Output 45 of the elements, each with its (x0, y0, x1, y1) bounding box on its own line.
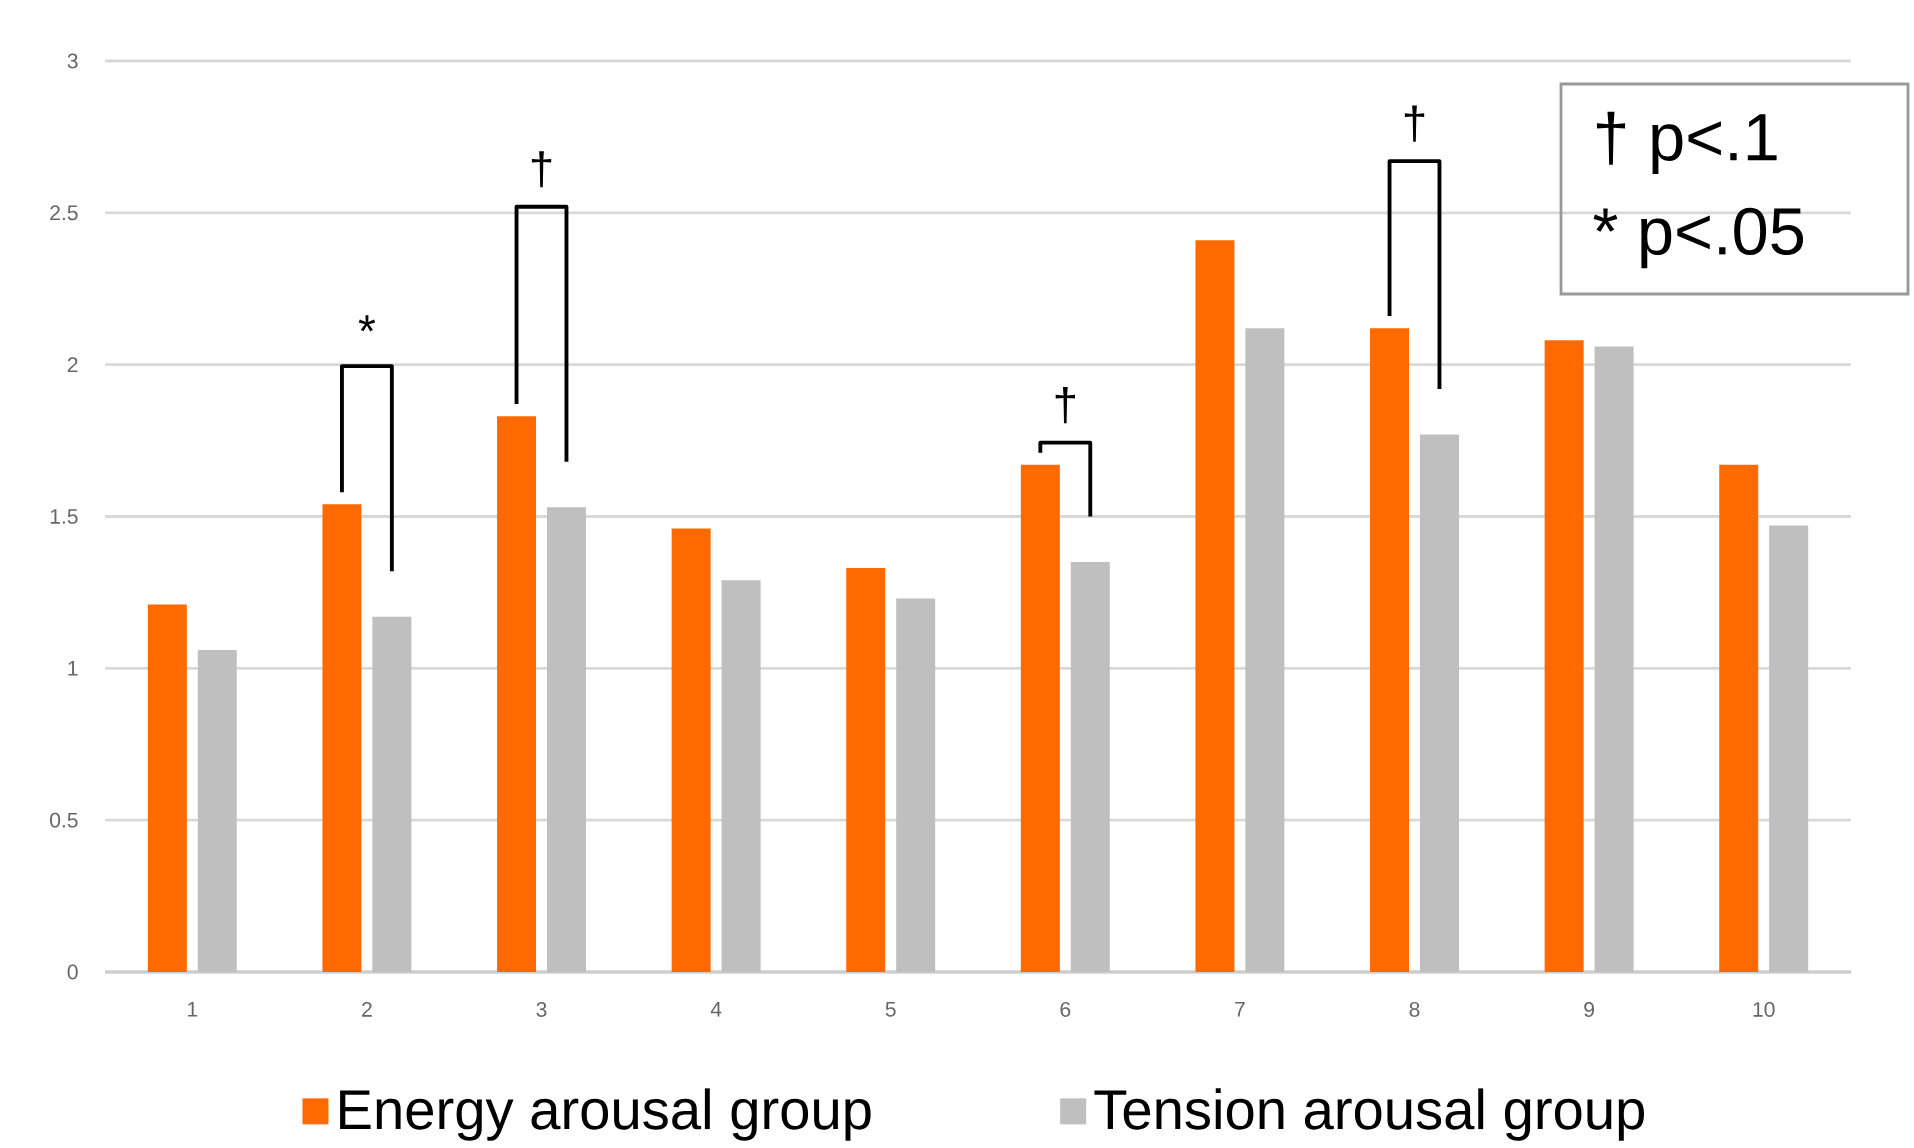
x-tick-label: 2 (362, 1001, 372, 1017)
x-tick-label: 8 (1409, 1001, 1420, 1017)
bar (1594, 346, 1634, 972)
x-tick-label: 5 (885, 1001, 896, 1017)
bar (546, 507, 586, 972)
bar (497, 416, 537, 972)
y-tick-label: 1.5 (50, 508, 78, 524)
bar (721, 580, 761, 972)
bar (1544, 340, 1584, 972)
bar (896, 598, 936, 972)
bar (1370, 328, 1410, 972)
legend-label: Energy arousal group (340, 1088, 871, 1141)
y-tick-label: 2 (67, 357, 78, 372)
y-tick-label: 3 (67, 53, 78, 69)
annotation: * (358, 315, 376, 332)
x-tick-label: 9 (1584, 1001, 1594, 1017)
y-tick-label: 0.5 (50, 812, 78, 828)
bar (1020, 464, 1060, 972)
annotation: * p<.05 (1593, 207, 1804, 268)
annotation: † (531, 150, 552, 188)
bar (147, 604, 187, 972)
y-tick-label: 2.5 (50, 205, 78, 221)
bar (846, 567, 886, 972)
annotation: † (1404, 105, 1425, 142)
x-tick-label: 6 (1060, 1001, 1071, 1017)
x-tick-label: 10 (1753, 1001, 1775, 1017)
x-tick-label: 1 (188, 1001, 198, 1017)
bar (1769, 525, 1809, 972)
bar (1195, 239, 1235, 972)
y-tick-label: 1 (68, 660, 78, 676)
annotation: † (1055, 386, 1075, 424)
bar (1419, 434, 1459, 972)
annotation: † p<.1 (1596, 111, 1777, 174)
bar (1245, 328, 1285, 972)
x-tick-label: 4 (710, 1001, 722, 1017)
bar (671, 528, 711, 972)
y-tick-label: 0 (67, 964, 78, 980)
bar (1070, 561, 1110, 972)
x-tick-label: 7 (1235, 1001, 1245, 1017)
bar (1719, 464, 1759, 972)
legend-label: Tension arousal group (1094, 1088, 1644, 1141)
bar (372, 616, 412, 972)
bar (322, 504, 362, 972)
bar (197, 649, 237, 972)
x-tick-label: 3 (536, 1001, 547, 1017)
